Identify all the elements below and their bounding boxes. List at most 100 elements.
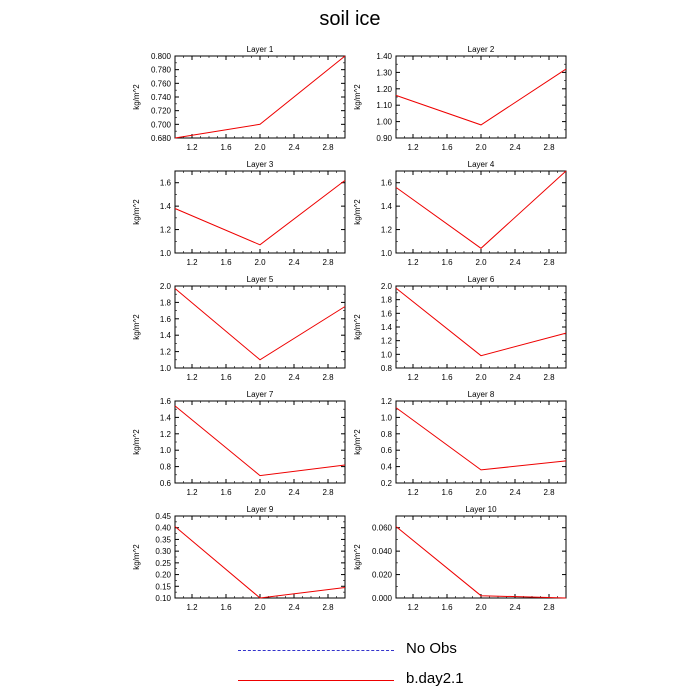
x-tick-label: 1.2 [407,143,419,152]
y-axis-label: kg/m^2 [132,199,141,225]
x-tick-label: 2.0 [475,258,487,267]
x-tick-label: 2.4 [509,258,521,267]
legend-label: No Obs [406,640,457,657]
x-tick-label: 2.0 [475,373,487,382]
y-tick-label: 0.720 [151,107,172,116]
y-tick-label: 0.8 [160,463,172,472]
chart-panel-layer-2: Layer 2 kg/m^2 1.2 1.6 2.0 2.4 2.8 0.90 1.00 1.10… [353,45,567,152]
series-line [174,288,346,361]
plot-frame [395,400,567,484]
x-tick-label: 2.4 [288,373,300,382]
x-tick-label: 2.0 [254,143,266,152]
x-tick-label: 2.8 [322,603,334,612]
y-tick-label: 0.780 [151,66,172,75]
x-tick-label: 2.0 [254,603,266,612]
y-tick-label: 0.25 [155,559,171,568]
y-tick-label: 0.680 [151,134,172,143]
x-tick-label: 2.4 [509,488,521,497]
y-axis-label: kg/m^2 [353,314,362,340]
x-tick-label: 2.0 [475,143,487,152]
x-tick-label: 2.8 [322,258,334,267]
chart-panel-layer-6: Layer 6 kg/m^2 1.2 1.6 2.0 2.4 2.8 0.8 1.0 1.2 1.4… [353,275,567,382]
series-line [174,526,346,599]
x-tick-label: 2.8 [543,603,555,612]
x-tick-label: 1.6 [220,488,232,497]
x-tick-label: 2.4 [509,143,521,152]
x-tick-label: 1.2 [186,603,198,612]
y-axis-label: kg/m^2 [132,544,141,570]
chart-panel-layer-3: Layer 3 kg/m^2 1.2 1.6 2.0 2.4 2.8 1.0 1.2 1.4 1.6 [132,160,346,267]
plot-frame [395,55,567,139]
x-tick-label: 1.6 [441,143,453,152]
y-tick-label: 1.2 [160,226,172,235]
x-tick-label: 2.8 [543,488,555,497]
x-tick-label: 2.0 [475,603,487,612]
x-tick-label: 2.8 [543,373,555,382]
panel-title: Layer 2 [468,45,495,54]
y-tick-label: 1.00 [376,118,392,127]
legend-label: b.day2.1 [406,670,464,687]
series-line [174,405,346,477]
legend-swatch-dashed [238,650,394,651]
x-tick-label: 2.4 [288,603,300,612]
chart-panel-layer-7: Layer 7 kg/m^2 1.2 1.6 2.0 2.4 2.8 0.6 0.8 1.0 1.2… [132,390,346,497]
x-tick-label: 1.6 [441,488,453,497]
legend-item-b-day2-1: b.day2.1 [0,670,700,690]
y-tick-label: 0.8 [381,430,393,439]
y-tick-label: 1.2 [160,430,172,439]
x-tick-label: 1.2 [186,488,198,497]
x-tick-label: 1.2 [407,488,419,497]
y-tick-label: 0.10 [155,594,171,603]
y-tick-label: 1.6 [381,309,393,318]
figure-title: soil ice [319,8,381,30]
panel-title: Layer 5 [247,275,274,284]
y-tick-label: 0.15 [155,582,171,591]
x-tick-label: 2.8 [322,143,334,152]
panel-title: Layer 6 [468,275,495,284]
y-tick-label: 1.6 [381,179,393,188]
y-tick-label: 1.0 [160,249,172,258]
x-tick-label: 1.6 [220,373,232,382]
y-tick-label: 0.8 [381,364,393,373]
y-tick-label: 0.800 [151,52,172,61]
chart-panel-layer-5: Layer 5 kg/m^2 1.2 1.6 2.0 2.4 2.8 1.0 1.2 1.4 1.6… [132,275,346,382]
y-tick-label: 2.0 [381,282,393,291]
y-axis-label: kg/m^2 [353,199,362,225]
y-tick-label: 1.6 [160,179,172,188]
y-tick-label: 1.6 [160,397,172,406]
y-tick-label: 1.4 [160,331,172,340]
y-tick-label: 0.760 [151,79,172,88]
plot-frame [174,515,346,599]
y-tick-label: 1.8 [381,296,393,305]
x-tick-label: 2.8 [322,488,334,497]
y-tick-label: 1.4 [160,413,172,422]
y-axis-label: kg/m^2 [353,544,362,570]
x-tick-label: 1.6 [220,258,232,267]
x-tick-label: 1.2 [186,143,198,152]
panel-title: Layer 8 [468,390,495,399]
y-tick-label: 0.740 [151,93,172,102]
y-tick-label: 0.40 [155,524,171,533]
x-tick-label: 1.2 [186,258,198,267]
y-tick-label: 1.2 [381,226,393,235]
x-tick-label: 1.2 [407,603,419,612]
y-tick-label: 2.0 [160,282,172,291]
y-tick-label: 0.35 [155,535,171,544]
series-line [174,55,346,139]
x-tick-label: 2.8 [543,258,555,267]
series-line [174,180,346,246]
y-tick-label: 1.0 [381,350,393,359]
x-tick-label: 1.6 [441,258,453,267]
y-tick-label: 1.6 [160,315,172,324]
y-tick-label: 0.45 [155,512,171,521]
y-tick-label: 0.2 [381,479,393,488]
x-tick-label: 1.2 [407,258,419,267]
chart-panel-layer-10: Layer 10 kg/m^2 1.2 1.6 2.0 2.4 2.8 0.000 0.020 0… [353,505,567,612]
y-tick-label: 0.20 [155,571,171,580]
panel-title: Layer 7 [247,390,274,399]
y-tick-label: 1.0 [160,446,172,455]
x-tick-label: 1.6 [441,373,453,382]
series-line [395,287,567,357]
